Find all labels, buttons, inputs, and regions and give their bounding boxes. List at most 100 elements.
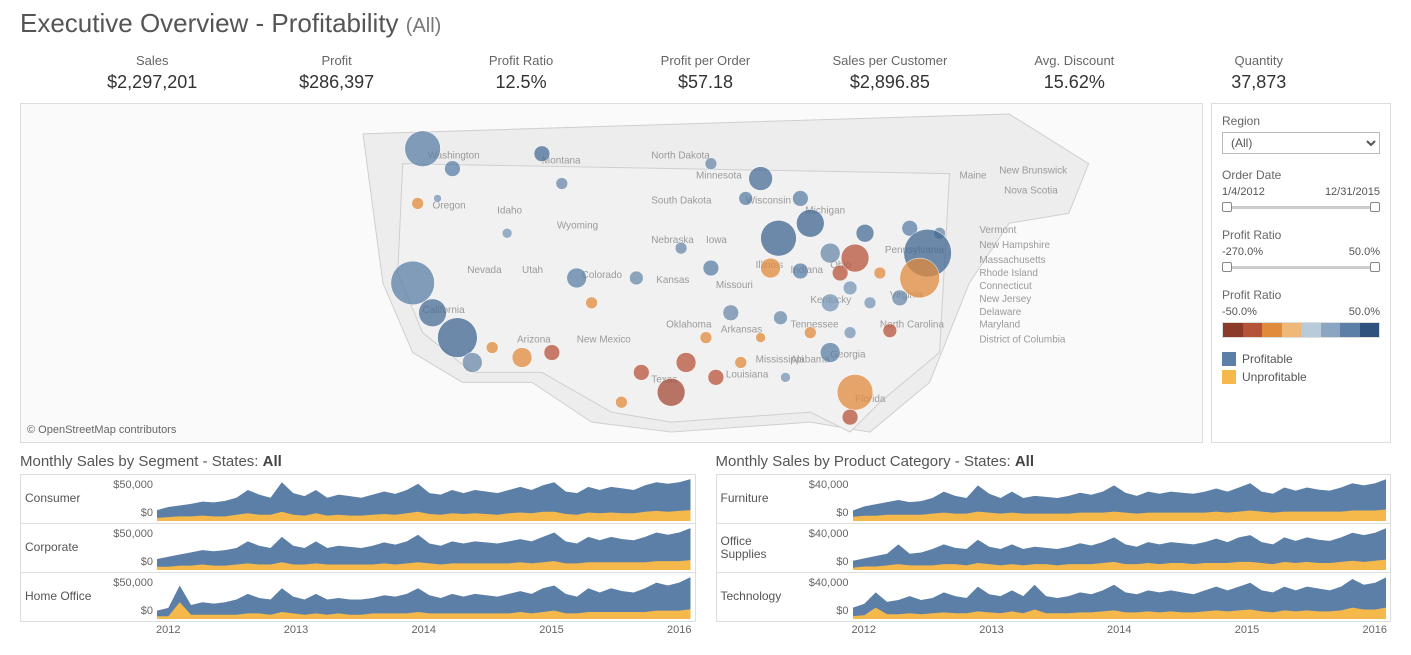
state-label: Maine	[959, 171, 987, 182]
map-bubble[interactable]	[781, 372, 791, 382]
map-bubble[interactable]	[703, 260, 719, 276]
chart-panel: Furniture$40,000$0	[716, 474, 1392, 524]
map-bubble[interactable]	[434, 194, 442, 202]
panel-label: Office Supplies	[721, 535, 793, 561]
y-min: $0	[97, 556, 153, 568]
kpi-value: $57.18	[613, 72, 797, 93]
map-bubble[interactable]	[843, 281, 857, 295]
map-bubble[interactable]	[842, 409, 858, 425]
map-bubble[interactable]	[761, 258, 781, 278]
kpi-label: Profit	[244, 53, 428, 68]
map-bubble[interactable]	[676, 353, 696, 373]
map-bubble[interactable]	[556, 178, 568, 190]
map-bubble[interactable]	[629, 271, 643, 285]
state-label: Nova Scotia	[1004, 185, 1058, 196]
orderdate-filter-label: Order Date	[1222, 168, 1380, 182]
map-bubble[interactable]	[804, 327, 816, 339]
profitratio-slider[interactable]	[1222, 260, 1380, 274]
map-bubble[interactable]	[405, 131, 441, 167]
x-tick: 2012	[156, 624, 284, 636]
map-bubble[interactable]	[756, 333, 766, 343]
map-bubble[interactable]	[657, 378, 685, 406]
orderdate-slider[interactable]	[1222, 200, 1380, 214]
map-bubble[interactable]	[675, 242, 687, 254]
map-bubble[interactable]	[723, 305, 739, 321]
map-bubble[interactable]	[900, 258, 940, 298]
category-chart-subtitle: All	[1015, 453, 1034, 470]
state-label: Arizona	[517, 335, 551, 346]
kpi-value: $286,397	[244, 72, 428, 93]
kpi-label: Quantity	[1167, 53, 1351, 68]
map-bubble[interactable]	[837, 374, 873, 410]
chart-panel: Home Office$50,000$0	[20, 573, 696, 622]
y-max: $40,000	[793, 577, 849, 589]
map-bubble[interactable]	[462, 353, 482, 373]
x-tick: 2013	[979, 624, 1107, 636]
state-label: Colorado	[582, 270, 623, 281]
y-min: $0	[793, 556, 849, 568]
state-label: Louisiana	[726, 369, 769, 380]
kpi-avg-discount: Avg. Discount15.62%	[982, 53, 1166, 93]
y-min: $0	[793, 507, 849, 519]
profit-map[interactable]: WashingtonMontanaNorth DakotaOregonIdaho…	[20, 103, 1203, 443]
x-tick: 2014	[412, 624, 540, 636]
chart-panel: Consumer$50,000$0	[20, 474, 696, 524]
map-bubble[interactable]	[792, 263, 808, 279]
y-max: $50,000	[97, 528, 153, 540]
map-bubble[interactable]	[705, 158, 717, 170]
color-legend-min: -50.0%	[1222, 306, 1257, 318]
map-bubble[interactable]	[874, 267, 886, 279]
map-bubble[interactable]	[883, 324, 897, 338]
kpi-label: Sales per Customer	[798, 53, 982, 68]
map-bubble[interactable]	[486, 342, 498, 354]
map-bubble[interactable]	[391, 261, 435, 305]
map-bubble[interactable]	[512, 348, 532, 368]
map-bubble[interactable]	[749, 167, 773, 191]
map-bubble[interactable]	[774, 311, 788, 325]
map-bubble[interactable]	[534, 146, 550, 162]
map-bubble[interactable]	[864, 297, 876, 309]
map-bubble[interactable]	[419, 299, 447, 327]
map-bubble[interactable]	[821, 294, 839, 312]
kpi-sales-per-customer: Sales per Customer$2,896.85	[798, 53, 982, 93]
map-attribution: © OpenStreetMap contributors	[27, 424, 176, 436]
map-bubble[interactable]	[844, 327, 856, 339]
state-label: Minnesota	[696, 171, 742, 182]
map-bubble[interactable]	[735, 357, 747, 369]
kpi-value: 37,873	[1167, 72, 1351, 93]
map-bubble[interactable]	[633, 364, 649, 380]
map-bubble[interactable]	[739, 191, 753, 205]
map-bubble[interactable]	[761, 220, 797, 256]
map-bubble[interactable]	[615, 396, 627, 408]
map-bubble[interactable]	[841, 244, 869, 272]
map-bubble[interactable]	[792, 190, 808, 206]
x-tick: 2015	[539, 624, 667, 636]
kpi-value: 12.5%	[429, 72, 613, 93]
map-bubble[interactable]	[820, 243, 840, 263]
category-chart: Monthly Sales by Product Category - Stat…	[716, 453, 1392, 636]
color-legend-gradient	[1222, 322, 1380, 338]
map-bubble[interactable]	[412, 197, 424, 209]
map-bubble[interactable]	[856, 224, 874, 242]
kpi-label: Sales	[60, 53, 244, 68]
map-bubble[interactable]	[820, 343, 840, 363]
region-filter-select[interactable]: (All)	[1222, 132, 1380, 154]
filters-panel: Region (All) Order Date 1/4/2012 12/31/2…	[1211, 103, 1391, 443]
map-bubble[interactable]	[544, 345, 560, 361]
state-label: Oklahoma	[666, 320, 712, 331]
state-label: North Dakota	[651, 151, 710, 162]
map-bubble[interactable]	[796, 209, 824, 237]
state-label: Utah	[522, 265, 543, 276]
kpi-label: Profit per Order	[613, 53, 797, 68]
map-bubble[interactable]	[438, 318, 478, 358]
map-bubble[interactable]	[444, 161, 460, 177]
map-bubble[interactable]	[892, 290, 908, 306]
map-bubble[interactable]	[700, 332, 712, 344]
title-sub: (All)	[406, 15, 442, 37]
x-tick: 2013	[284, 624, 412, 636]
map-bubble[interactable]	[567, 268, 587, 288]
state-label: Wyoming	[557, 220, 598, 231]
map-bubble[interactable]	[586, 297, 598, 309]
map-bubble[interactable]	[502, 228, 512, 238]
map-bubble[interactable]	[708, 369, 724, 385]
